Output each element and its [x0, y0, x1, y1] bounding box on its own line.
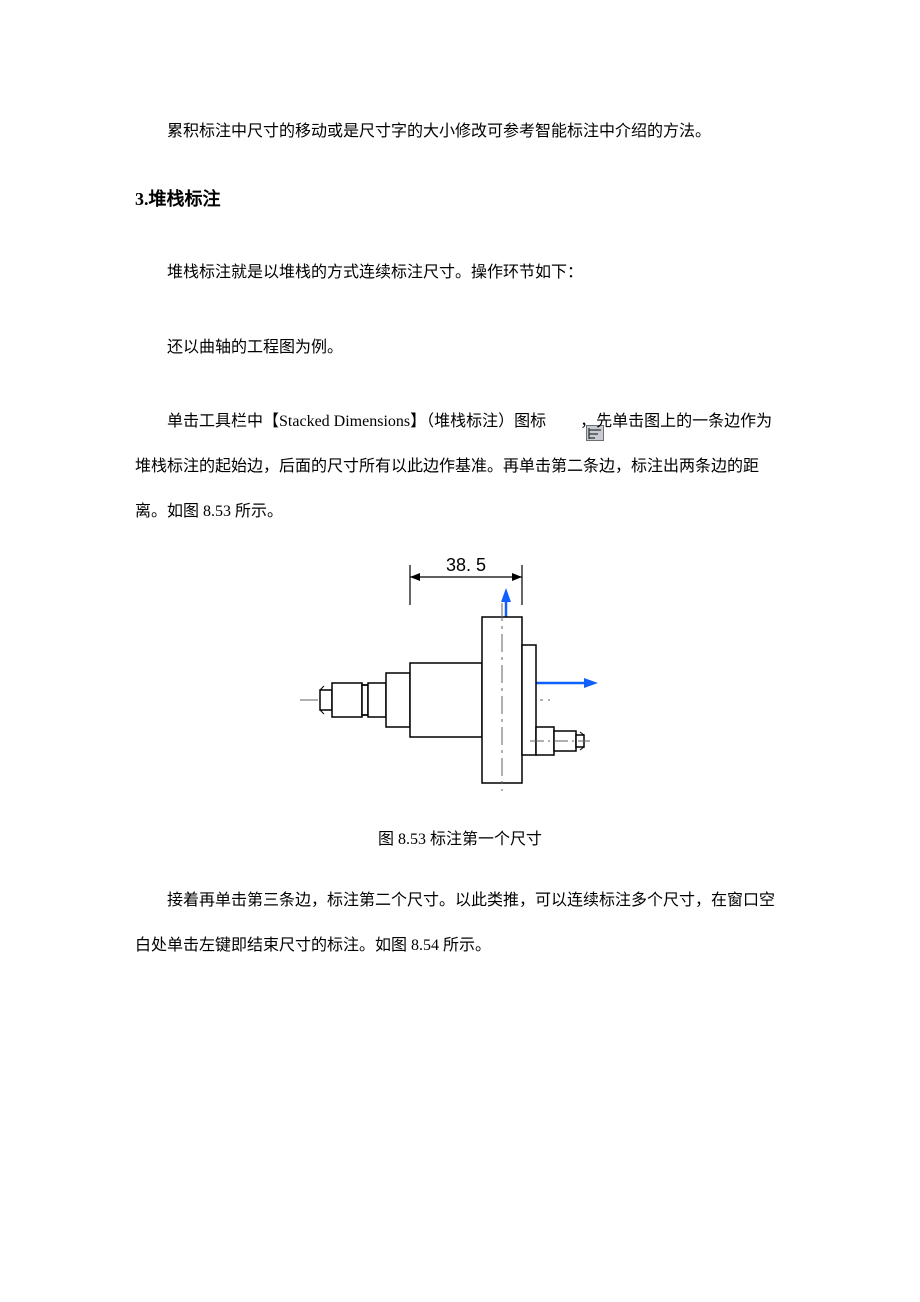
paragraph-2: 还以曲轴的工程图为例。	[135, 326, 785, 371]
paragraph-1: 堆栈标注就是以堆栈的方式连续标注尺寸。操作环节如下：	[135, 251, 785, 296]
shaft-diagram: 38. 5	[290, 555, 630, 795]
para3-text-mid1: 】（堆栈标注）图标	[410, 413, 550, 430]
dimension-value: 38. 5	[446, 555, 486, 575]
intro-paragraph: 累积标注中尺寸的移动或是尺寸字的大小修改可参考智能标注中介绍的方法。	[135, 110, 785, 155]
stacked-dimensions-icon	[554, 415, 572, 431]
figure-caption: 图 8.53 标注第一个尺寸	[135, 825, 785, 849]
figure-8-53: 38. 5	[135, 555, 785, 849]
shaft-body	[320, 617, 536, 783]
paragraph-4: 接着再单击第三条边，标注第二个尺寸。以此类推，可以连续标注多个尺寸，在窗口空白处…	[135, 879, 785, 969]
para3-text-prefix: 单击工具栏中【	[167, 413, 279, 430]
tool-name: Stacked Dimensions	[279, 413, 410, 430]
paragraph-3: 单击工具栏中【Stacked Dimensions】（堆栈标注）图标 ，先单击图…	[135, 400, 785, 534]
section-heading: 3.堆栈标注	[135, 185, 785, 211]
